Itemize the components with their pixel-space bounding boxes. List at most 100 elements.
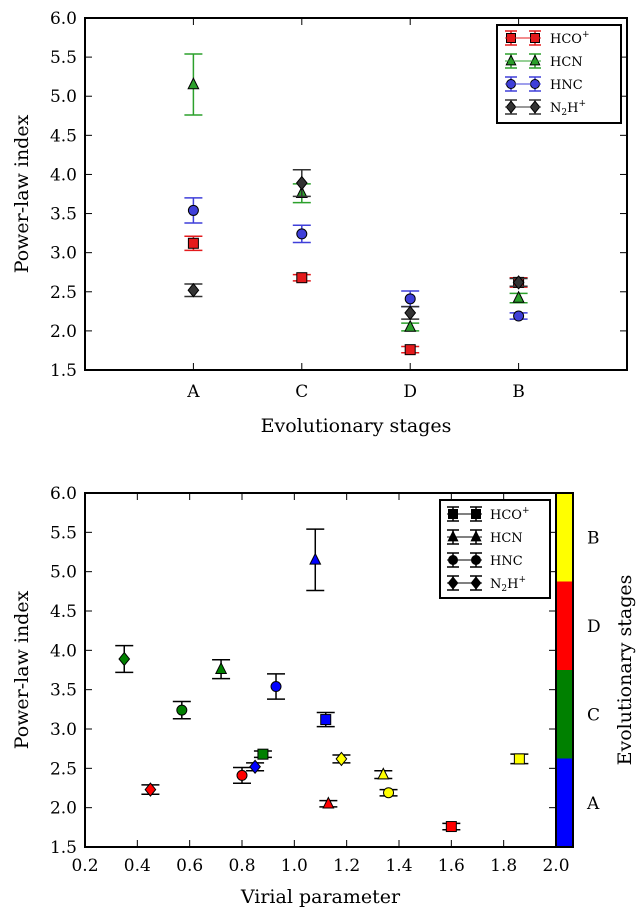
x-tick-label: 2.0 (542, 856, 569, 876)
colorbar-frame (555, 492, 574, 848)
legend-marker-hcn (470, 530, 482, 542)
virial-chart-marks (115, 528, 529, 833)
point-hnc-a (187, 204, 199, 216)
legend-item-hco: HCO+ (505, 30, 590, 47)
y-tick-label: 4.5 (50, 126, 77, 146)
y-tick-label: 5.5 (50, 523, 77, 543)
point-hnc-c (176, 704, 188, 716)
point-hnc-d (236, 769, 248, 781)
virial-chart-legend: HCO+ HCN HNC N2H+ (439, 499, 551, 599)
point-hcn-c (215, 661, 228, 674)
point-hnc-b (383, 787, 395, 799)
point-n2h-a (249, 759, 261, 775)
x-tick-label: B (512, 382, 525, 402)
y-tick-label: 5.0 (50, 87, 77, 107)
y-tick-label: 2.5 (50, 759, 77, 779)
point-hcn-d (404, 319, 417, 332)
x-tick-label: 1.6 (438, 856, 465, 876)
point-hnc-c (296, 228, 308, 240)
y-tick-label: 2.0 (50, 322, 77, 342)
y-tick-label: 4.5 (50, 602, 77, 622)
x-tick-label: 1.4 (385, 856, 412, 876)
x-tick-label: 0.8 (228, 856, 255, 876)
point-hco-d (445, 821, 457, 833)
virial-chart-y-axis-label: Power-law index (11, 590, 33, 749)
colorbar-tick-label-d: D (587, 617, 601, 637)
x-tick-label: 1.0 (281, 856, 308, 876)
stage-chart-legend: HCO+ HCN HNC N2H+ (496, 24, 622, 124)
y-tick-label: 3.5 (50, 205, 77, 225)
colorbar-segment-d (556, 581, 573, 670)
virial-chart: 1.5 2.0 2.5 3.0 3.5 4.0 4.5 5.0 5.5 6.0 0.2 0.4 0.6 0… (11, 484, 636, 908)
point-n2h-d (144, 782, 157, 797)
point-hnc-b (513, 310, 525, 322)
y-tick-label: 5.5 (50, 48, 77, 68)
x-tick-label: 0.2 (71, 856, 98, 876)
point-hco-a (187, 237, 199, 249)
stage-chart-plot-area (84, 17, 628, 371)
x-tick-label: D (403, 382, 417, 402)
stage-chart: 1.5 2.0 2.5 3.0 3.5 4.0 4.5 5.0 5.5 6.0 A C D B Power… (11, 9, 628, 437)
virial-chart-x-axis-label: Virial parameter (240, 886, 401, 908)
stage-chart-ticks: 1.5 2.0 2.5 3.0 3.5 4.0 4.5 5.0 5.5 6.0 A C D B (50, 9, 627, 402)
point-hco-d (404, 344, 416, 356)
point-hco-a (320, 714, 332, 726)
x-tick-label: 0.6 (176, 856, 203, 876)
point-n2h-a (187, 282, 200, 298)
legend-label-hco: HCO+ (550, 30, 590, 47)
legend-label-hcn: HCN (550, 55, 583, 70)
point-n2h-c (118, 651, 131, 667)
y-tick-label: 2.5 (50, 283, 77, 303)
point-hcn-a (309, 552, 322, 565)
legend-box (439, 499, 551, 599)
colorbar-tick-label-a: A (586, 794, 600, 814)
legend-item-hnc: HNC (505, 76, 583, 93)
colorbar-segment-c (556, 670, 573, 759)
y-tick-label: 3.5 (50, 681, 77, 701)
point-hcn-b (512, 290, 525, 303)
colorbar-label: Evolutionary stages (614, 575, 636, 766)
stage-chart-marks (184, 53, 528, 356)
legend-label-hnc: HNC (550, 78, 583, 93)
legend-label-n2h: N2H+ (550, 99, 586, 118)
legend-label-hnc: HNC (490, 554, 523, 569)
y-tick-label: 3.0 (50, 720, 77, 740)
y-tick-label: 1.5 (50, 838, 77, 858)
point-hnc-d (404, 293, 416, 305)
point-hco-c (296, 272, 308, 284)
y-tick-label: 4.0 (50, 165, 77, 185)
y-tick-label: 6.0 (50, 9, 77, 29)
legend-label-hcn: HCN (490, 531, 523, 546)
colorbar-tick-label-c: C (587, 705, 600, 725)
colorbar-segment-b (556, 493, 573, 582)
x-tick-label: C (295, 382, 308, 402)
y-tick-label: 1.5 (50, 361, 77, 381)
point-hcn-d (322, 796, 335, 809)
legend-label-n2h: N2H+ (490, 575, 526, 594)
stage-chart-y-axis-label: Power-law index (11, 114, 33, 273)
point-n2h-d (404, 305, 417, 321)
colorbar-tick-label-b: B (587, 528, 600, 548)
legend-item-hcn: HCN (447, 529, 523, 546)
x-tick-label: 0.4 (124, 856, 151, 876)
y-tick-label: 5.0 (50, 563, 77, 583)
point-hnc-a (270, 681, 282, 693)
legend-item-n2h: N2H+ (505, 99, 586, 118)
colorbar-segment-a (556, 758, 573, 847)
legend-marker-hcn (505, 54, 517, 66)
point-n2h-c (295, 175, 308, 191)
point-hco-c (257, 748, 269, 760)
point-hco-b (513, 753, 525, 765)
legend-item-hcn: HCN (505, 53, 583, 70)
y-tick-label: 2.0 (50, 799, 77, 819)
legend-item-hnc: HNC (447, 552, 523, 569)
point-hcn-a (187, 77, 200, 90)
stage-colorbar: A C D B (555, 492, 601, 848)
legend-item-hco: HCO+ (447, 506, 530, 523)
legend-label-hco: HCO+ (490, 506, 530, 523)
y-tick-label: 4.0 (50, 641, 77, 661)
stage-chart-x-axis-label: Evolutionary stages (261, 415, 452, 437)
y-tick-label: 3.0 (50, 244, 77, 264)
legend-item-n2h: N2H+ (447, 575, 526, 594)
